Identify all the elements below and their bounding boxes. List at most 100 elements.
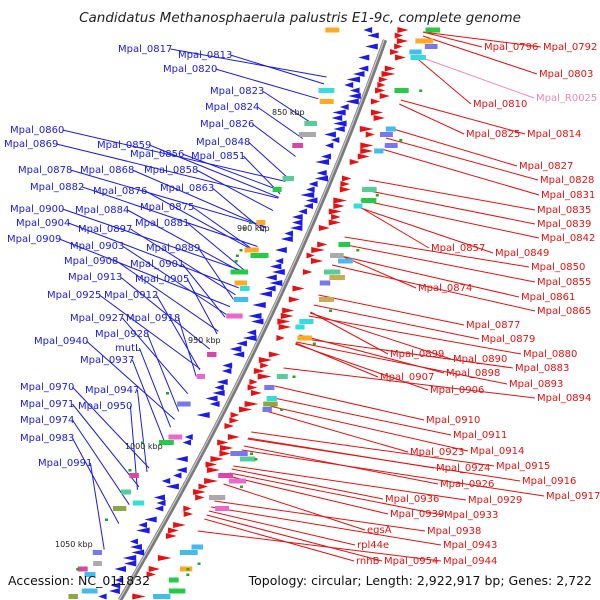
gene-label[interactable]: Mpal_0890	[453, 354, 507, 365]
gene-label[interactable]: Mpal_0878	[18, 165, 72, 176]
gene-label[interactable]: Mpal_0904	[16, 218, 70, 229]
gene-label[interactable]: Mpal_0974	[20, 415, 74, 426]
gene-label[interactable]: Mpal_0909	[7, 234, 61, 245]
gene-label[interactable]: Mpal_0970	[20, 382, 74, 393]
gene-label[interactable]: Mpal_0926	[440, 479, 494, 490]
gene-label[interactable]: Mpal_0826	[200, 119, 254, 130]
gene-label[interactable]: Mpal_0983	[20, 433, 74, 444]
gene-label[interactable]: Mpal_0869	[4, 139, 58, 150]
gene-label[interactable]: egsA	[367, 525, 392, 536]
gene-label[interactable]: Mpal_0944	[443, 556, 497, 567]
gene-label[interactable]: Mpal_0803	[539, 69, 593, 80]
gene-label[interactable]: Mpal_0939	[390, 509, 444, 520]
gene-label[interactable]: Mpal_0827	[519, 161, 573, 172]
gene-label[interactable]: Mpal_0924	[436, 463, 490, 474]
gene-label[interactable]: Mpal_0901	[130, 259, 184, 270]
gene-label[interactable]: Mpal_0881	[135, 218, 189, 229]
gene-label[interactable]: Mpal_0848	[196, 137, 250, 148]
gene-label[interactable]: Mpal_0860	[10, 125, 64, 136]
gene-label[interactable]: Mpal_0876	[93, 186, 147, 197]
gene-label[interactable]: Mpal_0915	[496, 461, 550, 472]
gene-label[interactable]: Mpal_0928	[95, 329, 149, 340]
gene-label[interactable]: Mpal_0900	[10, 204, 64, 215]
gene-label[interactable]: Mpal_0810	[473, 99, 527, 110]
gene-label[interactable]: Mpal_0954	[384, 556, 438, 567]
gene-label[interactable]: Mpal_0859	[97, 140, 151, 151]
gene-label[interactable]: Mpal_0889	[146, 243, 200, 254]
gene-label[interactable]: Mpal_0865	[537, 306, 591, 317]
gene-label[interactable]: Mpal_0917	[546, 491, 600, 502]
gene-label[interactable]: Mpal_0858	[144, 165, 198, 176]
gene-label[interactable]: Mpal_0898	[446, 368, 500, 379]
gene-label[interactable]: Mpal_0856	[130, 149, 184, 160]
gene-label[interactable]: Mpal_0908	[64, 256, 118, 267]
gene-label[interactable]: Mpal_0929	[468, 495, 522, 506]
gene-label[interactable]: Mpal_0991	[38, 458, 92, 469]
gene-label[interactable]: Mpal_0937	[80, 355, 134, 366]
gene-label[interactable]: Mpal_0938	[427, 526, 481, 537]
leader-line-right	[318, 294, 465, 326]
gene-label[interactable]: Mpal_0813	[178, 50, 232, 61]
gene-label[interactable]: Mpal_0874	[418, 283, 472, 294]
gene-label[interactable]: Mpal_0914	[470, 446, 524, 457]
gene-label[interactable]: Mpal_0899	[390, 349, 444, 360]
gene-label[interactable]: mutL	[115, 343, 141, 354]
gene-label[interactable]: Mpal_0855	[537, 277, 591, 288]
gene-label[interactable]: Mpal_0817	[118, 44, 172, 55]
gene-label[interactable]: Mpal_0897	[78, 224, 132, 235]
gene-label[interactable]: Mpal_0880	[523, 349, 577, 360]
gene-label[interactable]: Mpal_0863	[160, 183, 214, 194]
gene-label[interactable]: Mpal_0879	[481, 334, 535, 345]
gene-label[interactable]: Mpal_0925	[47, 290, 101, 301]
gene-label[interactable]: Mpal_0796	[484, 42, 538, 53]
gene-label[interactable]: Mpal_0814	[527, 129, 581, 140]
gene-label[interactable]: Mpal_0947	[85, 385, 139, 396]
gene-label[interactable]: Mpal_0913	[68, 272, 122, 283]
gene-label[interactable]: Mpal_0916	[522, 476, 576, 487]
gene-label[interactable]: Mpal_0861	[521, 292, 575, 303]
gene-label[interactable]: Mpal_0940	[34, 336, 88, 347]
gene-label[interactable]: Mpal_0857	[431, 243, 485, 254]
gene-label[interactable]: Mpal_0875	[140, 202, 194, 213]
gene-label[interactable]: Mpal_0923	[410, 447, 464, 458]
gene-label[interactable]: Mpal_0950	[78, 401, 132, 412]
gene-label[interactable]: Mpal_0971	[20, 399, 74, 410]
gene-label[interactable]: Mpal_0883	[515, 363, 569, 374]
gene-label[interactable]: Mpal_0868	[80, 165, 134, 176]
gene-label[interactable]: Mpal_0884	[75, 205, 129, 216]
gene-label[interactable]: Mpal_R0025	[536, 93, 597, 104]
gene-label[interactable]: Mpal_0906	[430, 385, 484, 396]
gene-label[interactable]: Mpal_0849	[495, 248, 549, 259]
gene-label[interactable]: Mpal_0850	[531, 262, 585, 273]
gene-label[interactable]: Mpal_0835	[537, 205, 591, 216]
leader-line-right	[364, 189, 536, 225]
gene-label[interactable]: Mpal_0842	[541, 233, 595, 244]
gene-label[interactable]: Mpal_0918	[126, 313, 180, 324]
gene-label[interactable]: Mpal_0927	[70, 313, 124, 324]
gene-label[interactable]: Mpal_0824	[205, 102, 259, 113]
gene-label[interactable]: Mpal_0851	[191, 151, 245, 162]
gene-label[interactable]: Mpal_0894	[537, 393, 591, 404]
gene-label[interactable]: Mpal_0903	[70, 241, 124, 252]
gene-label[interactable]: Mpal_0943	[443, 540, 497, 551]
gene-label[interactable]: Mpal_0828	[540, 175, 594, 186]
gene-label[interactable]: Mpal_0792	[543, 42, 597, 53]
gene-label[interactable]: Mpal_0905	[135, 274, 189, 285]
gene-label[interactable]: Mpal_0882	[30, 182, 84, 193]
cog-block	[319, 99, 334, 104]
gene-label[interactable]: Mpal_0831	[541, 190, 595, 201]
gene-label[interactable]: Mpal_0839	[537, 219, 591, 230]
gene-label[interactable]: Mpal_0907	[380, 372, 434, 383]
gene-label[interactable]: rnhB	[356, 556, 380, 567]
gene-label[interactable]: Mpal_0820	[163, 64, 217, 75]
gene-label[interactable]: Mpal_0911	[453, 430, 507, 441]
gene-label[interactable]: Mpal_0825	[466, 129, 520, 140]
gene-label[interactable]: Mpal_0893	[509, 379, 563, 390]
gene-label[interactable]: Mpal_0933	[444, 510, 498, 521]
gene-label[interactable]: Mpal_0823	[210, 86, 264, 97]
gene-label[interactable]: Mpal_0912	[104, 290, 158, 301]
gene-label[interactable]: Mpal_0936	[385, 494, 439, 505]
gene-label[interactable]: Mpal_0910	[426, 415, 480, 426]
gene-label[interactable]: Mpal_0877	[466, 320, 520, 331]
gene-label[interactable]: rpl44e	[357, 540, 389, 551]
